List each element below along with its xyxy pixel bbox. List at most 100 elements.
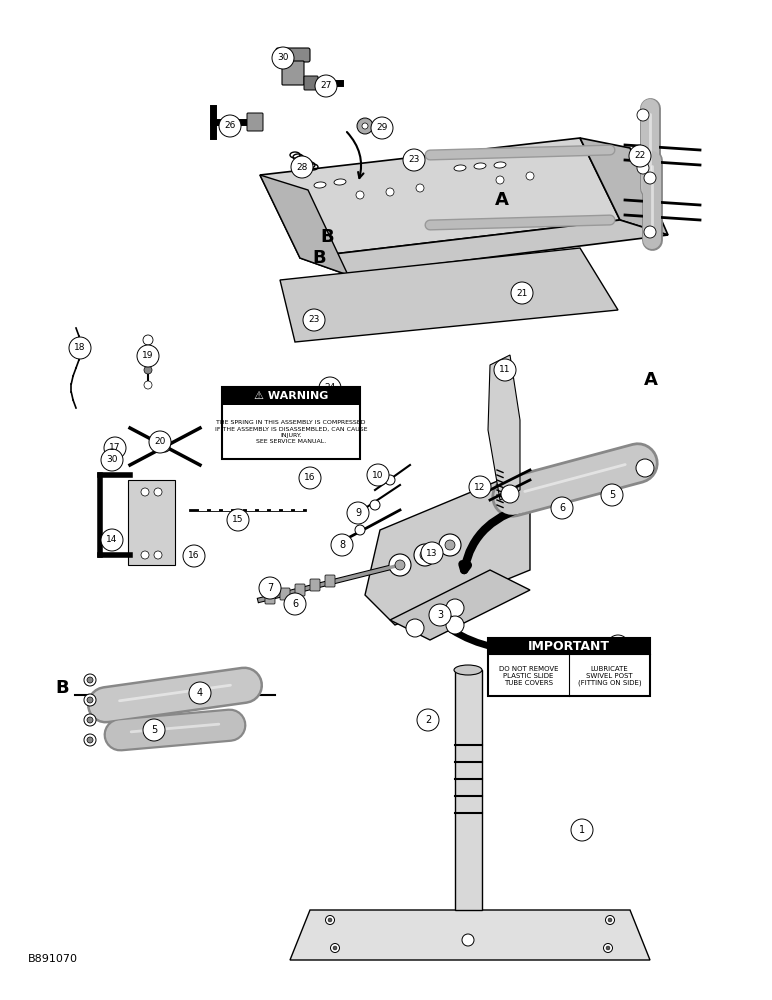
FancyBboxPatch shape [222, 387, 360, 459]
Circle shape [604, 944, 612, 952]
Circle shape [219, 115, 241, 137]
Text: 10: 10 [372, 471, 384, 480]
Circle shape [551, 497, 573, 519]
Circle shape [143, 335, 153, 345]
Circle shape [494, 359, 516, 381]
Text: 1: 1 [579, 825, 585, 835]
Text: 5: 5 [151, 725, 157, 735]
FancyBboxPatch shape [282, 61, 304, 85]
Circle shape [416, 184, 424, 192]
Circle shape [395, 560, 405, 570]
Circle shape [414, 544, 436, 566]
Circle shape [607, 635, 629, 657]
Circle shape [637, 109, 649, 121]
Text: A: A [644, 371, 658, 389]
Text: 19: 19 [142, 352, 154, 360]
Text: B: B [312, 249, 326, 267]
FancyBboxPatch shape [247, 113, 263, 131]
Circle shape [144, 366, 152, 374]
Circle shape [69, 337, 91, 359]
Circle shape [227, 509, 249, 531]
Circle shape [87, 737, 93, 743]
Circle shape [644, 226, 656, 238]
Circle shape [303, 309, 325, 331]
Text: DO NOT REMOVE
PLASTIC SLIDE
TUBE COVERS: DO NOT REMOVE PLASTIC SLIDE TUBE COVERS [499, 666, 558, 686]
Circle shape [370, 500, 380, 510]
Circle shape [446, 616, 464, 634]
Text: 6: 6 [559, 503, 565, 513]
Circle shape [371, 117, 393, 139]
Circle shape [608, 918, 612, 922]
Text: THE SPRING IN THIS ASSEMBLY IS COMPRESSED
IF THE ASSEMBLY IS DISASSEMBLED, CAN C: THE SPRING IN THIS ASSEMBLY IS COMPRESSE… [215, 420, 367, 444]
Circle shape [84, 734, 96, 746]
FancyBboxPatch shape [325, 575, 335, 587]
Text: LUBRICATE
SWIVEL POST
(FITTING ON SIDE): LUBRICATE SWIVEL POST (FITTING ON SIDE) [577, 666, 642, 686]
Circle shape [84, 714, 96, 726]
Circle shape [315, 75, 337, 97]
Polygon shape [365, 480, 530, 625]
Circle shape [328, 918, 332, 922]
Circle shape [149, 431, 171, 453]
Circle shape [417, 709, 439, 731]
Text: 9: 9 [355, 508, 361, 518]
Circle shape [87, 677, 93, 683]
Circle shape [644, 172, 656, 184]
Circle shape [605, 916, 615, 924]
Text: 25: 25 [612, 642, 624, 650]
Text: 16: 16 [188, 552, 200, 560]
Circle shape [284, 593, 306, 615]
Polygon shape [280, 248, 618, 342]
Circle shape [319, 377, 341, 399]
Polygon shape [488, 355, 520, 500]
Circle shape [429, 604, 451, 626]
Circle shape [154, 488, 162, 496]
FancyBboxPatch shape [488, 638, 650, 696]
Ellipse shape [494, 162, 506, 168]
Circle shape [421, 542, 443, 564]
Circle shape [367, 464, 389, 486]
Text: B: B [320, 228, 334, 246]
Circle shape [189, 682, 211, 704]
Circle shape [362, 123, 368, 129]
Circle shape [144, 381, 152, 389]
Text: 4: 4 [197, 688, 203, 698]
Circle shape [356, 191, 364, 199]
Circle shape [141, 488, 149, 496]
Text: ⚠ WARNING: ⚠ WARNING [254, 391, 328, 401]
Circle shape [101, 449, 123, 471]
Polygon shape [300, 220, 668, 275]
Text: 7: 7 [267, 583, 273, 593]
Circle shape [511, 282, 533, 304]
Polygon shape [290, 910, 650, 960]
Text: 26: 26 [225, 121, 235, 130]
FancyBboxPatch shape [295, 584, 305, 596]
Text: 29: 29 [376, 123, 388, 132]
FancyBboxPatch shape [280, 588, 290, 600]
Text: 30: 30 [107, 456, 118, 464]
Text: 2: 2 [425, 715, 431, 725]
Circle shape [496, 176, 504, 184]
Circle shape [469, 476, 491, 498]
Ellipse shape [474, 163, 486, 169]
Circle shape [355, 525, 365, 535]
Text: 5: 5 [609, 490, 615, 500]
Circle shape [84, 694, 96, 706]
Circle shape [446, 599, 464, 617]
FancyBboxPatch shape [455, 670, 482, 910]
Circle shape [526, 172, 534, 180]
Text: 14: 14 [107, 536, 117, 544]
Circle shape [629, 145, 651, 167]
Text: 23: 23 [408, 155, 420, 164]
FancyBboxPatch shape [265, 592, 275, 604]
Polygon shape [128, 480, 175, 565]
Text: A: A [495, 191, 509, 209]
Text: 12: 12 [474, 483, 486, 491]
Text: 17: 17 [110, 444, 120, 452]
Text: 20: 20 [154, 438, 166, 446]
Circle shape [330, 944, 340, 952]
Circle shape [601, 484, 623, 506]
Circle shape [291, 156, 313, 178]
Circle shape [137, 345, 159, 367]
Circle shape [420, 550, 430, 560]
Circle shape [357, 118, 373, 134]
